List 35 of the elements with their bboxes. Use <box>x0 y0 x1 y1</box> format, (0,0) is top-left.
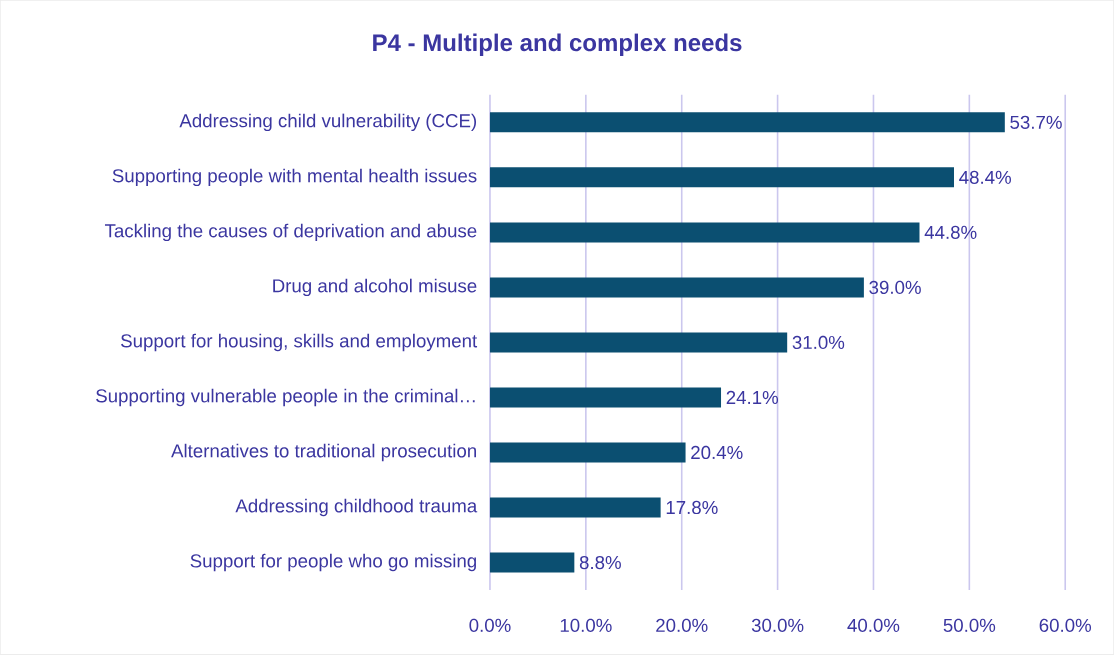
data-label: 31.0% <box>792 335 845 350</box>
x-tick-label: 30.0% <box>751 618 804 633</box>
y-tick-label: Tackling the causes of deprivation and abuse <box>104 223 477 242</box>
bar <box>489 442 686 463</box>
y-tick-label: Support for people who go missing <box>190 553 476 572</box>
x-tick-label: 0.0% <box>469 618 511 633</box>
chart-title: P4 - Multiple and complex needs <box>373 33 742 57</box>
data-label: 20.4% <box>691 445 743 460</box>
y-tick-label: Supporting vulnerable people in the criminal… <box>96 388 475 407</box>
bar <box>489 332 788 353</box>
data-label: 17.8% <box>666 500 718 515</box>
y-tick-label: Supporting people with mental health issues <box>112 168 477 187</box>
x-tick-label: 60.0% <box>1039 618 1092 633</box>
bar <box>489 497 661 518</box>
bar <box>489 552 575 573</box>
y-tick-label: Addressing child vulnerability (CCE) <box>179 113 477 132</box>
bar <box>489 112 1005 133</box>
x-tick-label: 50.0% <box>943 618 996 633</box>
bar <box>489 277 864 298</box>
x-tick-label: 20.0% <box>656 618 708 633</box>
bar <box>489 387 722 408</box>
y-tick-label: Support for housing, skills and employment <box>121 333 478 352</box>
data-label: 44.8% <box>924 225 977 240</box>
y-tick-label: Drug and alcohol misuse <box>273 278 477 297</box>
data-label: 8.8% <box>579 555 621 570</box>
x-tick-label: 40.0% <box>847 618 900 633</box>
data-label: 24.1% <box>726 390 779 405</box>
y-tick-label: Alternatives to traditional prosecution <box>171 443 476 462</box>
x-tick-label: 10.0% <box>560 618 612 633</box>
data-label: 48.4% <box>959 170 1011 185</box>
bar <box>489 167 954 188</box>
data-label: 39.0% <box>869 280 921 295</box>
bar <box>489 222 920 243</box>
data-label: 53.7% <box>1010 115 1062 130</box>
y-tick-label: Addressing childhood trauma <box>235 498 478 517</box>
